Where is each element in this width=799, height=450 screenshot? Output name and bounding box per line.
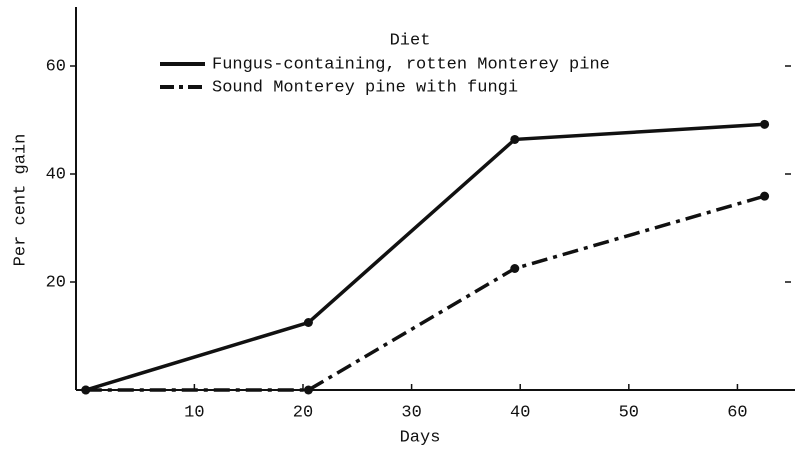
data-point: [510, 134, 520, 144]
data-line: [85, 194, 766, 392]
x-tick-label: 50: [619, 403, 639, 422]
legend-label: Fungus-containing, rotten Monterey pine: [212, 55, 610, 74]
data-point: [81, 385, 91, 395]
y-tick-label: 40: [46, 165, 66, 184]
legend-title: Diet: [390, 31, 431, 50]
x-tick-label: 20: [293, 403, 313, 422]
data-point: [303, 385, 313, 395]
data-point: [760, 191, 770, 201]
data-point: [510, 264, 520, 273]
y-tick-label: 60: [46, 57, 66, 76]
x-tick-label: 60: [727, 403, 747, 422]
x-axis-label: Days: [400, 428, 441, 447]
data-point: [303, 318, 313, 327]
data-point: [760, 119, 770, 129]
x-tick-label: 10: [184, 403, 204, 422]
x-tick-label: 40: [510, 403, 530, 422]
y-tick-label: 20: [46, 273, 66, 292]
y-axis-label: Per cent gain: [11, 134, 30, 267]
legend-label: Sound Monterey pine with fungi: [212, 78, 518, 97]
data-line: [85, 122, 765, 392]
x-tick-label: 30: [401, 403, 421, 422]
